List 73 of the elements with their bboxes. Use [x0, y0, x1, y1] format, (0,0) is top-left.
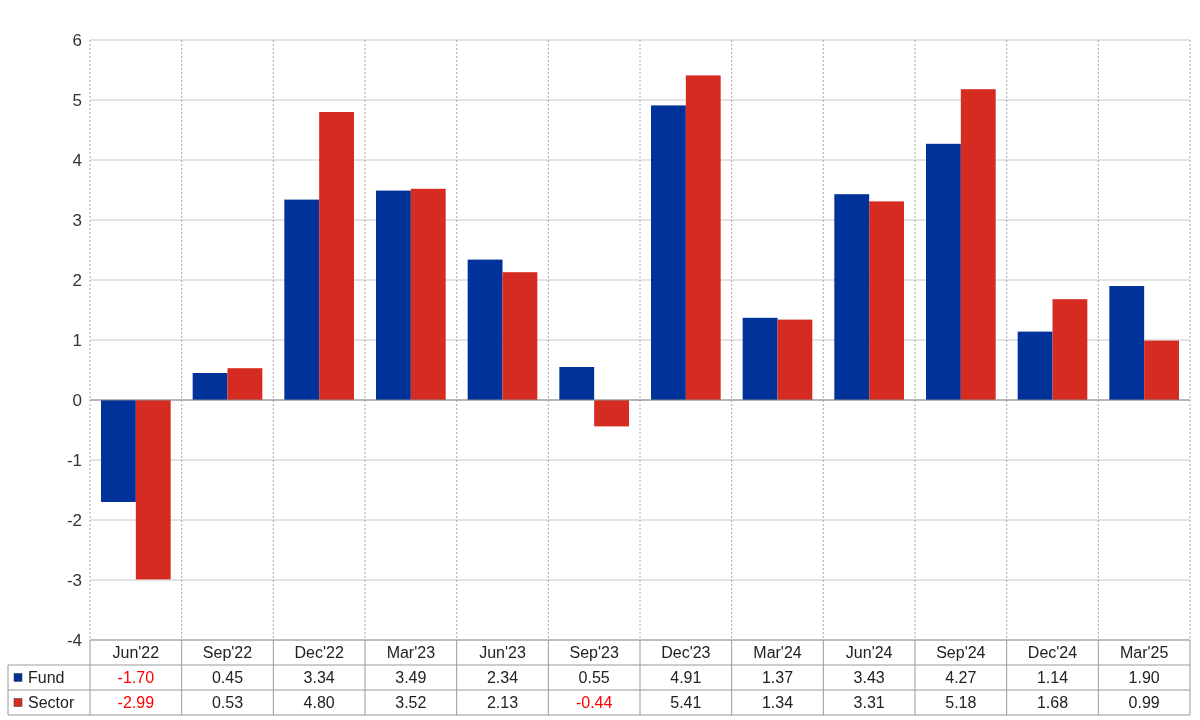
data-label: 0.53 — [211, 694, 244, 712]
data-label: -1.70 — [117, 669, 155, 687]
x-tick-label: Dec'23 — [661, 644, 711, 662]
y-tick-label: -1 — [66, 450, 82, 470]
bar — [192, 373, 228, 400]
bar — [227, 368, 263, 400]
y-tick-label: 1 — [72, 330, 82, 350]
bar — [559, 367, 595, 400]
x-tick-label: Mar'25 — [1119, 644, 1169, 662]
data-label: -2.99 — [117, 694, 155, 712]
data-label: 0.45 — [211, 669, 244, 687]
data-label: 1.34 — [761, 694, 794, 712]
data-label: -0.44 — [575, 694, 613, 712]
legend-label: Fund — [28, 669, 65, 687]
x-tick-label: Dec'24 — [1027, 644, 1078, 662]
bar — [1109, 286, 1145, 400]
data-label: 1.37 — [761, 669, 794, 687]
bar — [1017, 331, 1053, 400]
bar — [101, 400, 136, 502]
bar — [742, 317, 778, 400]
x-tick-label: Jun'23 — [479, 644, 526, 662]
data-label: 4.91 — [670, 669, 702, 687]
bar — [960, 89, 996, 400]
data-label: 0.99 — [1128, 694, 1160, 712]
x-tick-label: Jun'22 — [112, 644, 160, 662]
data-label: 2.13 — [486, 694, 519, 712]
data-label: 2.34 — [486, 669, 519, 687]
data-label: 3.43 — [853, 669, 885, 687]
data-label: 5.18 — [945, 694, 977, 712]
data-label: 3.52 — [395, 694, 427, 712]
y-tick-label: 5 — [72, 90, 82, 110]
bar — [651, 105, 686, 400]
bar — [1144, 340, 1179, 400]
bar — [502, 272, 538, 400]
bar — [869, 201, 904, 400]
legend-label: Sector — [28, 694, 75, 712]
y-tick-label: 3 — [72, 210, 82, 230]
data-label: 1.68 — [1036, 694, 1069, 712]
x-tick-label: Sep'24 — [936, 644, 986, 662]
x-tick-label: Sep'22 — [202, 644, 253, 662]
bar — [685, 75, 721, 400]
data-label: 1.90 — [1128, 669, 1160, 687]
bar — [777, 319, 813, 400]
y-tick-label: 0 — [72, 390, 82, 410]
data-label: 4.27 — [945, 669, 977, 687]
bar — [834, 194, 870, 400]
y-tick-label: -2 — [66, 510, 82, 530]
x-tick-label: Mar'24 — [753, 644, 802, 662]
bar — [926, 143, 961, 400]
y-tick-label: -4 — [66, 630, 82, 650]
bar — [1052, 299, 1088, 400]
data-label: 5.41 — [670, 694, 702, 712]
bar — [135, 400, 171, 580]
y-tick-label: 2 — [72, 270, 82, 290]
y-tick-label: 6 — [72, 30, 82, 50]
x-tick-label: Jun'24 — [845, 644, 893, 662]
x-tick-label: Mar'23 — [386, 644, 436, 662]
x-tick-label: Dec'22 — [294, 644, 344, 662]
bar — [594, 400, 629, 427]
data-label: 1.14 — [1036, 669, 1069, 687]
y-tick-label: -3 — [66, 570, 82, 590]
bar — [410, 188, 446, 400]
data-label: 3.49 — [395, 669, 427, 687]
data-label: 3.34 — [303, 669, 335, 687]
x-tick-label: Sep'23 — [569, 644, 619, 662]
data-label: 3.31 — [853, 694, 885, 712]
data-label: 4.80 — [303, 694, 335, 712]
bar — [319, 112, 354, 400]
bar — [284, 199, 320, 400]
bar — [467, 259, 503, 400]
y-tick-label: 4 — [72, 150, 82, 170]
bar — [376, 190, 411, 400]
data-label: 0.55 — [578, 669, 610, 687]
